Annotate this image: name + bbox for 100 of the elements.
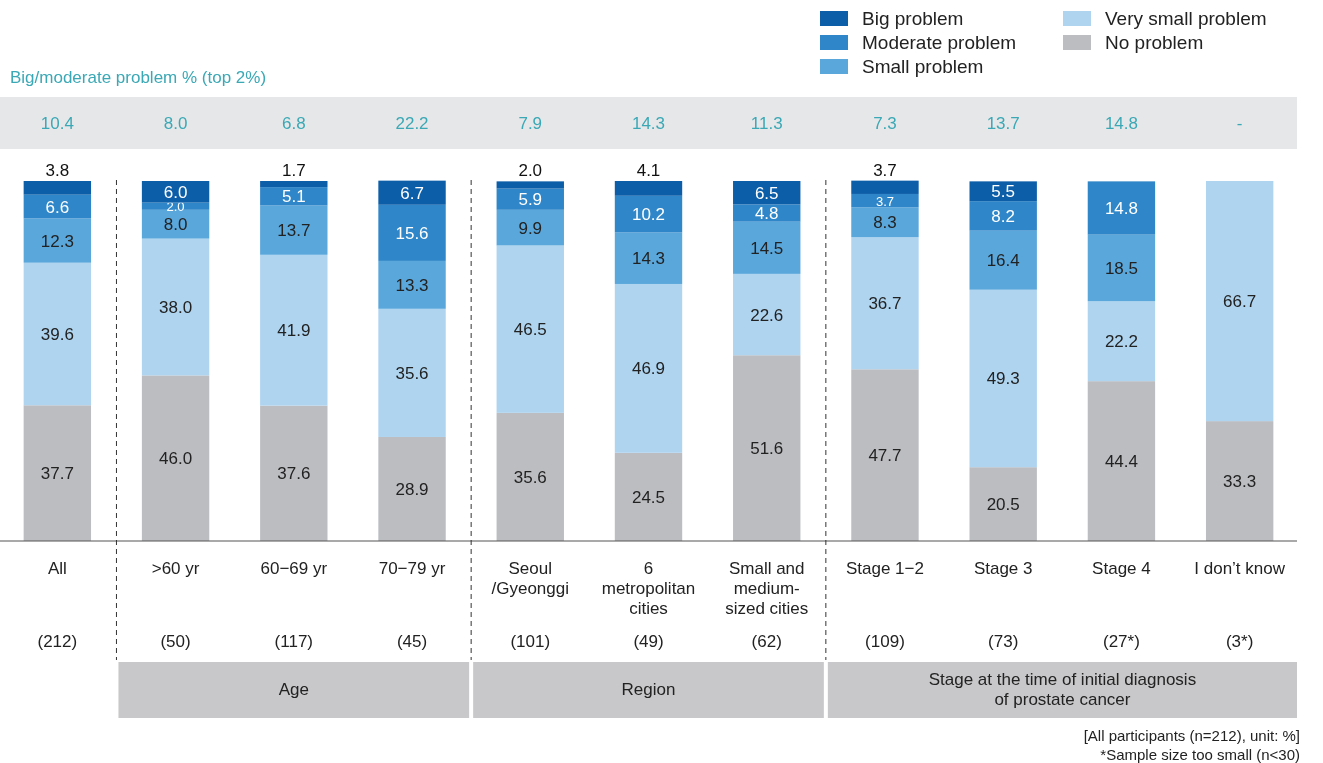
bar (614, 195, 683, 233)
bar (378, 204, 446, 261)
bar (1205, 421, 1274, 541)
legend-label: No problem (1105, 32, 1204, 53)
bar (614, 452, 683, 541)
data-label: 8.0 (163, 215, 188, 235)
text: (62) (751, 632, 782, 651)
x-tick-label: 70−79 yr (378, 559, 446, 578)
bar (496, 209, 564, 246)
data-label: 37.6 (277, 464, 311, 484)
bar (969, 181, 1037, 202)
text: (109) (865, 632, 905, 651)
text: Age (278, 680, 309, 699)
data-label: 22.6 (750, 305, 784, 325)
data-label: 20.5 (986, 495, 1020, 515)
x-tick-label: 60−69 yr (260, 559, 328, 578)
bar (851, 193, 919, 208)
text: Big/moderate problem % (top 2%) (10, 68, 267, 87)
legend-label: Very small problem (1105, 8, 1267, 29)
x-tick-label: Small and medium- sized cities (725, 559, 809, 618)
bar (378, 180, 446, 205)
text: 7.3 (873, 114, 897, 133)
bar (969, 467, 1037, 541)
data-label: 1.7 (281, 161, 306, 180)
data-label: 16.4 (986, 251, 1020, 271)
text: *Sample size too small (n<30) (1100, 746, 1300, 763)
x-tick-label: I don’t know (1194, 559, 1286, 578)
text: Region (621, 680, 676, 699)
data-label: 46.5 (513, 320, 547, 340)
bar (141, 181, 210, 203)
text: 14.3 (631, 114, 666, 133)
text: (212) (37, 632, 78, 651)
x-tick-label: Stage 4 (1092, 559, 1151, 578)
data-label: 2.0 (518, 161, 543, 181)
bar (260, 181, 328, 188)
bar (969, 230, 1037, 290)
data-label: 15.6 (395, 223, 429, 243)
data-label: 3.7 (873, 160, 897, 180)
data-label: 13.7 (277, 221, 311, 241)
text: 14.8 (1104, 114, 1138, 133)
data-label: 24.5 (631, 487, 666, 507)
data-label: 39.6 (40, 325, 74, 344)
text: (50) (160, 632, 191, 651)
bar (23, 181, 92, 195)
bar (141, 209, 210, 239)
text: (73) (988, 632, 1019, 651)
bar (1205, 181, 1274, 422)
bar (851, 237, 919, 370)
bar (496, 245, 564, 413)
bar (851, 180, 919, 194)
bar (614, 232, 683, 284)
data-label: 5.5 (991, 182, 1016, 202)
bar (969, 289, 1037, 468)
bar (1087, 381, 1156, 541)
data-label: 5.1 (281, 187, 306, 207)
data-label: 38.0 (159, 298, 193, 317)
data-label: 4.8 (754, 204, 779, 224)
x-tick-label: 6 metropolitan cities (601, 559, 696, 618)
x-tick-label: Seoul /Gyeonggi (491, 559, 570, 598)
text: (49) (633, 632, 664, 651)
bar (378, 308, 446, 437)
data-label: 44.4 (1104, 452, 1138, 472)
bar (733, 273, 801, 356)
data-label: 66.7 (1223, 292, 1257, 312)
x-tick-label: >60 yr (151, 559, 200, 578)
data-label: 4.1 (636, 161, 661, 180)
bar (260, 254, 328, 406)
bar (378, 260, 446, 309)
bar (141, 375, 210, 541)
legend-label: Moderate problem (862, 32, 1017, 53)
bar (378, 436, 446, 541)
data-label: 6.6 (45, 197, 70, 217)
data-label: 14.5 (750, 238, 784, 258)
text: Stage at the time of initial diagnosis of prostate cancer (928, 670, 1197, 709)
data-label: 6.0 (163, 182, 188, 202)
data-label: 13.3 (395, 275, 429, 295)
bar (733, 355, 801, 541)
text: (3*) (1225, 632, 1254, 651)
text: [All participants (n=212), unit: %] (1083, 727, 1300, 744)
bar (733, 221, 801, 274)
data-label: 35.6 (513, 467, 547, 487)
data-label: 28.9 (395, 479, 429, 499)
data-label: 35.6 (395, 363, 429, 383)
text: (101) (510, 632, 551, 651)
data-label: 18.5 (1104, 258, 1138, 278)
bar (260, 405, 328, 541)
bar (496, 181, 564, 189)
text: (117) (274, 632, 314, 651)
legend-label: Small problem (862, 56, 984, 77)
bar (733, 204, 801, 222)
bar (614, 181, 683, 196)
data-label: 6.7 (400, 183, 424, 203)
data-label: 12.3 (40, 231, 74, 251)
data-label: 33.3 (1223, 472, 1257, 492)
data-label: 6.5 (754, 183, 779, 203)
text: 13.7 (986, 114, 1020, 133)
bar (496, 412, 564, 541)
text: 22.2 (395, 114, 429, 133)
text: 6.8 (281, 114, 306, 133)
bar (23, 405, 92, 541)
